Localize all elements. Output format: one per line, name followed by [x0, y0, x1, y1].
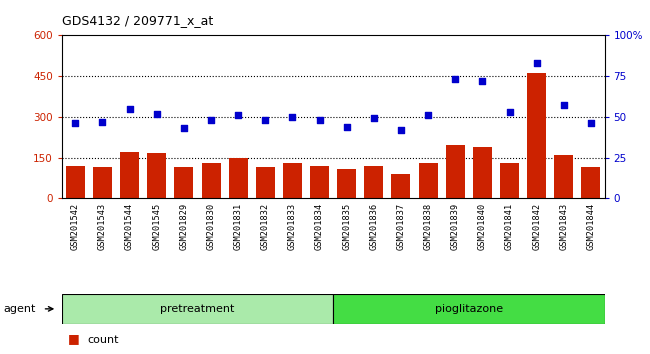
- Point: [532, 60, 542, 66]
- Point: [287, 114, 298, 120]
- Bar: [337, 169, 356, 198]
- Text: GSM201542: GSM201542: [71, 203, 80, 250]
- Text: GSM201840: GSM201840: [478, 203, 487, 250]
- Point: [423, 112, 434, 118]
- Text: GSM201830: GSM201830: [207, 203, 216, 250]
- Point: [206, 117, 216, 123]
- Text: GSM201839: GSM201839: [450, 203, 460, 250]
- Text: GSM201543: GSM201543: [98, 203, 107, 250]
- Point: [179, 125, 189, 131]
- Point: [369, 116, 379, 121]
- Bar: [446, 145, 465, 198]
- Bar: [473, 147, 492, 198]
- Point: [98, 119, 108, 125]
- Text: GSM201836: GSM201836: [369, 203, 378, 250]
- Bar: [229, 158, 248, 198]
- Bar: [365, 166, 384, 198]
- Text: ■: ■: [68, 332, 80, 345]
- Text: agent: agent: [3, 304, 36, 314]
- Point: [124, 106, 135, 112]
- Text: pretreatment: pretreatment: [161, 304, 235, 314]
- Text: GSM201844: GSM201844: [586, 203, 595, 250]
- Text: GSM201544: GSM201544: [125, 203, 134, 250]
- Bar: [93, 167, 112, 198]
- Point: [558, 103, 569, 108]
- Bar: [120, 152, 139, 198]
- Text: GSM201831: GSM201831: [233, 203, 242, 250]
- Text: pioglitazone: pioglitazone: [435, 304, 503, 314]
- Point: [450, 76, 460, 82]
- Text: GSM201833: GSM201833: [288, 203, 297, 250]
- Bar: [554, 155, 573, 198]
- Text: GSM201837: GSM201837: [396, 203, 406, 250]
- Text: GSM201843: GSM201843: [559, 203, 568, 250]
- Text: GSM201829: GSM201829: [179, 203, 188, 250]
- Bar: [62, 294, 333, 324]
- Text: GSM201832: GSM201832: [261, 203, 270, 250]
- Bar: [283, 163, 302, 198]
- Text: count: count: [88, 335, 119, 345]
- Bar: [527, 73, 546, 198]
- Text: GSM201838: GSM201838: [424, 203, 433, 250]
- Point: [260, 117, 270, 123]
- Text: GSM201842: GSM201842: [532, 203, 541, 250]
- Bar: [582, 167, 601, 198]
- Point: [477, 78, 488, 84]
- Text: GDS4132 / 209771_x_at: GDS4132 / 209771_x_at: [62, 14, 213, 27]
- Bar: [256, 167, 275, 198]
- Bar: [174, 167, 193, 198]
- Bar: [500, 163, 519, 198]
- Bar: [148, 154, 166, 198]
- Point: [586, 120, 596, 126]
- Point: [70, 120, 81, 126]
- Text: GSM201841: GSM201841: [505, 203, 514, 250]
- Point: [315, 117, 325, 123]
- Bar: [333, 294, 604, 324]
- Point: [504, 109, 515, 115]
- Point: [233, 112, 243, 118]
- Text: GSM201835: GSM201835: [342, 203, 351, 250]
- Bar: [310, 166, 329, 198]
- Bar: [391, 174, 410, 198]
- Point: [341, 124, 352, 130]
- Bar: [202, 163, 220, 198]
- Point: [151, 111, 162, 116]
- Bar: [66, 166, 84, 198]
- Text: GSM201545: GSM201545: [152, 203, 161, 250]
- Point: [396, 127, 406, 133]
- Bar: [419, 163, 437, 198]
- Text: GSM201834: GSM201834: [315, 203, 324, 250]
